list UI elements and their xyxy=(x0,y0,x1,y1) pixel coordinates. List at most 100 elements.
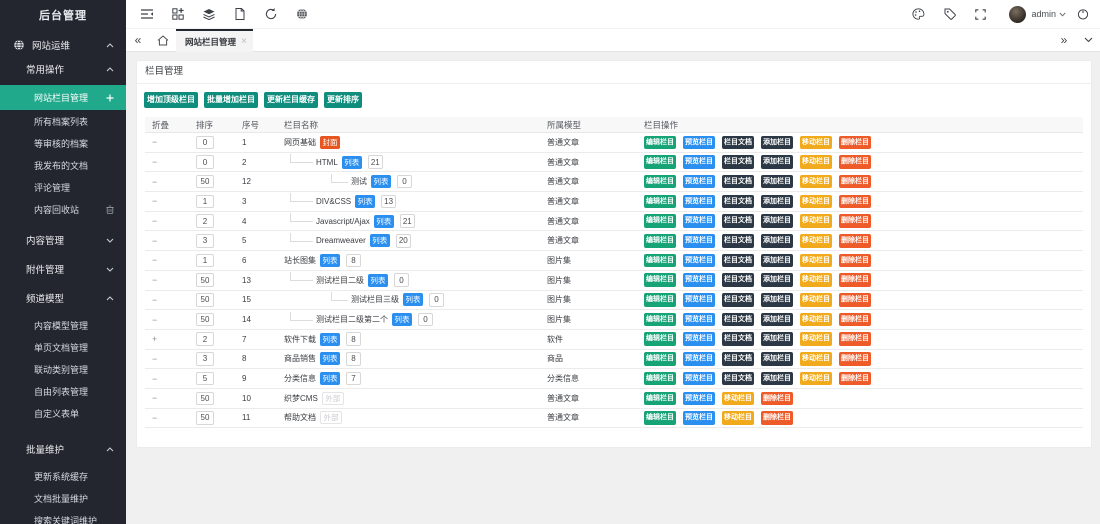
action-button[interactable]: 删除栏目 xyxy=(839,352,871,366)
action-button[interactable]: 预览栏目 xyxy=(683,234,715,248)
action-button[interactable]: 移动栏目 xyxy=(800,155,832,169)
action-button[interactable]: 添加栏目 xyxy=(761,234,793,248)
tag-list[interactable]: 列表 xyxy=(369,234,390,248)
sidebar-section-header[interactable]: 附件管理 xyxy=(0,257,126,281)
fold-toggle[interactable]: − xyxy=(152,353,158,364)
sort-input[interactable] xyxy=(196,352,214,366)
sidebar-item[interactable]: 我发布的文档 xyxy=(0,154,126,176)
action-button[interactable]: 编辑栏目 xyxy=(644,174,676,189)
column-name[interactable]: 商品销售 xyxy=(284,354,316,364)
action-button[interactable]: 删除栏目 xyxy=(839,174,871,189)
sidebar-item[interactable]: 联动类别管理 xyxy=(0,358,126,380)
action-button[interactable]: 添加栏目 xyxy=(761,155,793,169)
sidebar-section-header[interactable]: 内容管理 xyxy=(0,228,126,252)
action-button[interactable]: 预览栏目 xyxy=(683,194,715,209)
tag-list[interactable]: 列表 xyxy=(355,194,376,208)
fold-toggle[interactable]: − xyxy=(152,157,158,168)
action-button[interactable]: 添加栏目 xyxy=(761,214,793,228)
sidebar-item[interactable]: 单页文档管理 xyxy=(0,336,126,358)
action-button[interactable]: 删除栏目 xyxy=(839,332,871,346)
action-button[interactable]: 编辑栏目 xyxy=(644,371,676,386)
action-button[interactable]: 预览栏目 xyxy=(683,253,715,268)
tag-list[interactable]: 列表 xyxy=(371,175,391,189)
toolbar-button-2[interactable]: 批量增加栏目 xyxy=(204,92,258,108)
action-button[interactable]: 编辑栏目 xyxy=(644,234,676,248)
action-button[interactable]: 预览栏目 xyxy=(683,312,715,327)
action-button[interactable]: 栏目文档 xyxy=(722,273,754,287)
action-button[interactable]: 编辑栏目 xyxy=(644,411,676,425)
action-button[interactable]: 预览栏目 xyxy=(683,352,715,366)
action-button[interactable]: 栏目文档 xyxy=(722,174,754,189)
action-button[interactable]: 编辑栏目 xyxy=(644,391,676,406)
action-button[interactable]: 添加栏目 xyxy=(761,293,793,307)
doc-count-input[interactable] xyxy=(394,273,409,287)
avatar[interactable] xyxy=(1009,5,1027,23)
action-button[interactable]: 编辑栏目 xyxy=(644,253,676,268)
add-grid-icon[interactable] xyxy=(162,0,193,28)
sidebar-item[interactable]: 自由列表管理 xyxy=(0,380,126,402)
action-button[interactable]: 栏目文档 xyxy=(722,234,754,248)
column-name[interactable]: 帮助文档 xyxy=(284,413,316,423)
tag-icon[interactable] xyxy=(934,0,965,28)
action-button[interactable]: 添加栏目 xyxy=(761,135,793,150)
column-name[interactable]: 测试栏目二级第二个 xyxy=(316,315,388,325)
user-name[interactable]: admin xyxy=(1031,9,1056,19)
sidebar-root-item[interactable]: 网站运维 xyxy=(0,33,126,57)
action-button[interactable]: 删除栏目 xyxy=(839,293,871,307)
action-button[interactable]: 删除栏目 xyxy=(761,411,793,425)
sort-input[interactable] xyxy=(196,174,214,189)
sidebar-item[interactable]: 网站栏目管理 xyxy=(0,85,126,110)
sort-input[interactable] xyxy=(196,194,214,209)
doc-count-input[interactable] xyxy=(346,332,361,346)
action-button[interactable]: 移动栏目 xyxy=(800,214,832,228)
fold-toggle[interactable]: − xyxy=(152,216,158,227)
layers-icon[interactable] xyxy=(193,0,224,28)
action-button[interactable]: 栏目文档 xyxy=(722,194,754,209)
fold-toggle[interactable]: − xyxy=(152,373,158,384)
action-button[interactable]: 添加栏目 xyxy=(761,253,793,268)
action-button[interactable]: 栏目文档 xyxy=(722,371,754,386)
action-button[interactable]: 添加栏目 xyxy=(761,194,793,209)
home-icon[interactable] xyxy=(150,29,176,51)
sidebar-item[interactable]: 文档批量维护 xyxy=(0,487,126,509)
sort-input[interactable] xyxy=(196,135,214,150)
action-button[interactable]: 预览栏目 xyxy=(683,155,715,169)
action-button[interactable]: 栏目文档 xyxy=(722,332,754,346)
action-button[interactable]: 栏目文档 xyxy=(722,312,754,327)
chevron-down-icon[interactable] xyxy=(1059,12,1066,17)
sidebar-item[interactable]: 自定义表单 xyxy=(0,402,126,424)
action-button[interactable]: 移动栏目 xyxy=(800,312,832,327)
sort-input[interactable] xyxy=(196,234,214,248)
tab-site-column-management[interactable]: 网站栏目管理 × xyxy=(176,29,253,52)
fold-toggle[interactable]: − xyxy=(152,255,158,266)
action-button[interactable]: 添加栏目 xyxy=(761,371,793,386)
doc-count-input[interactable] xyxy=(395,234,411,248)
action-button[interactable]: 删除栏目 xyxy=(839,234,871,248)
doc-count-input[interactable] xyxy=(367,155,383,169)
fold-toggle[interactable]: − xyxy=(152,393,158,404)
action-button[interactable]: 删除栏目 xyxy=(839,312,871,327)
column-name[interactable]: 分类信息 xyxy=(284,374,316,384)
column-name[interactable]: Javascript/Ajax xyxy=(316,216,370,226)
fold-toggle[interactable]: − xyxy=(152,235,158,246)
action-button[interactable]: 编辑栏目 xyxy=(644,194,676,209)
action-button[interactable]: 移动栏目 xyxy=(722,411,754,425)
doc-count-input[interactable] xyxy=(418,312,433,327)
fold-toggle[interactable]: − xyxy=(152,176,158,187)
action-button[interactable]: 编辑栏目 xyxy=(644,214,676,228)
fold-toggle[interactable]: − xyxy=(152,196,158,207)
sidebar-section-header[interactable]: 批量维护 xyxy=(0,437,126,461)
sort-input[interactable] xyxy=(196,214,214,228)
toolbar-button-1[interactable]: 增加顶级栏目 xyxy=(144,92,198,108)
action-button[interactable]: 删除栏目 xyxy=(839,155,871,169)
sidebar-section-header[interactable]: 常用操作 xyxy=(0,57,126,81)
action-button[interactable]: 编辑栏目 xyxy=(644,273,676,287)
action-button[interactable]: 预览栏目 xyxy=(683,391,715,406)
action-button[interactable]: 删除栏目 xyxy=(839,214,871,228)
doc-count-input[interactable] xyxy=(381,194,397,209)
sort-input[interactable] xyxy=(196,312,214,327)
sort-input[interactable] xyxy=(196,371,214,386)
sidebar-item[interactable]: 评论管理 xyxy=(0,176,126,198)
sidebar-item[interactable]: 内容回收站 xyxy=(0,198,126,220)
doc-count-input[interactable] xyxy=(346,253,361,268)
